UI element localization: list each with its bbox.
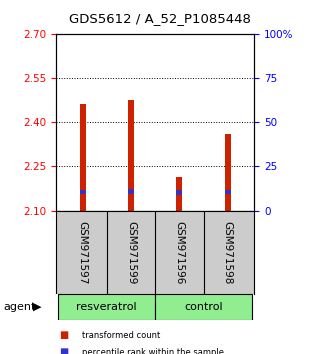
Text: GSM971596: GSM971596 bbox=[174, 221, 184, 284]
Bar bbox=[128, 100, 134, 211]
Text: ■: ■ bbox=[59, 330, 68, 340]
Bar bbox=[225, 190, 231, 194]
Text: ▶: ▶ bbox=[33, 302, 41, 312]
Bar bbox=[80, 190, 85, 194]
Text: resveratrol: resveratrol bbox=[76, 302, 137, 312]
Text: ■: ■ bbox=[59, 347, 68, 354]
Bar bbox=[177, 177, 182, 211]
Bar bbox=[155, 294, 252, 320]
Text: transformed count: transformed count bbox=[82, 331, 160, 340]
Bar bbox=[59, 294, 155, 320]
Text: GSM971599: GSM971599 bbox=[126, 221, 136, 284]
Bar bbox=[177, 190, 182, 195]
Text: control: control bbox=[184, 302, 223, 312]
Text: GSM971597: GSM971597 bbox=[78, 221, 88, 284]
Text: agent: agent bbox=[3, 302, 36, 312]
Bar bbox=[80, 104, 85, 211]
Bar bbox=[225, 134, 231, 211]
Text: GDS5612 / A_52_P1085448: GDS5612 / A_52_P1085448 bbox=[69, 12, 251, 25]
Bar bbox=[128, 189, 134, 194]
Text: percentile rank within the sample: percentile rank within the sample bbox=[82, 348, 224, 354]
Text: GSM971598: GSM971598 bbox=[223, 221, 233, 284]
